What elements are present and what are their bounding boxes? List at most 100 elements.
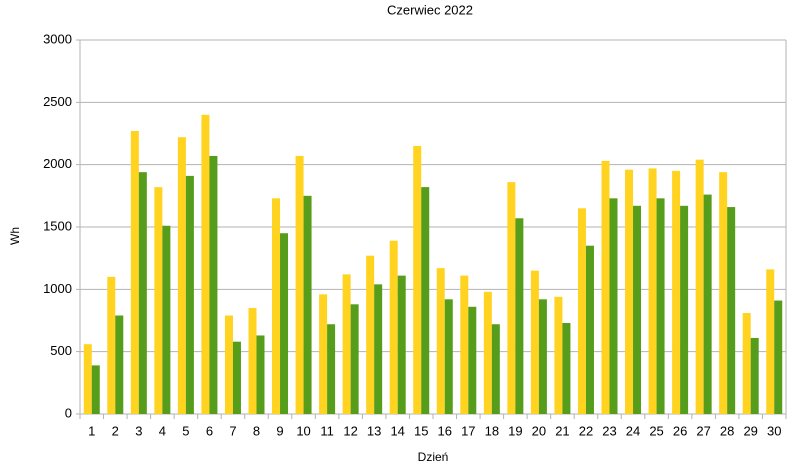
x-tick-label: 11 [320,423,334,438]
x-tick-label: 27 [696,423,710,438]
bar [750,337,759,414]
bar [389,240,398,414]
bar [209,155,218,414]
bar [491,324,500,414]
bar [185,175,194,414]
bar [460,275,469,414]
bar [413,145,422,414]
x-tick-label: 19 [508,423,522,438]
bar [562,322,571,414]
bar [397,275,406,414]
bar [421,187,430,414]
chart-title: Czerwiec 2022 [387,2,473,17]
y-tick-label: 3000 [43,31,72,46]
bar [719,172,728,414]
bar [648,168,657,414]
x-tick-label: 10 [296,423,310,438]
bar [295,155,304,414]
x-tick-label: 29 [743,423,757,438]
bar [83,344,92,414]
x-tick-label: 12 [343,423,357,438]
x-tick-label: 25 [649,423,663,438]
bar [107,276,116,414]
x-axis-label: Dzień [418,450,449,464]
bar [774,300,783,414]
bar [695,159,704,414]
bar [680,205,689,414]
x-tick-label: 3 [135,423,142,438]
bar [601,160,610,414]
bar [327,324,336,414]
y-tick-label: 2000 [43,156,72,171]
x-tick-label: 16 [438,423,452,438]
bar [374,284,383,414]
bar [703,194,712,414]
x-tick-label: 22 [579,423,593,438]
bar [672,170,681,414]
x-tick-label: 4 [159,423,166,438]
x-tick-label: 30 [767,423,781,438]
bar [154,187,163,414]
x-tick-label: 2 [112,423,119,438]
x-tick-label: 28 [720,423,734,438]
bar [633,205,642,414]
bar [319,294,328,414]
bar [468,306,477,414]
bar [177,137,186,415]
x-tick-label: 21 [555,423,569,438]
bar [538,299,547,414]
y-tick-label: 2500 [43,94,72,109]
bar [162,225,171,414]
bar [742,313,751,414]
bar [530,270,539,414]
bar [303,195,312,414]
x-tick-label: 13 [367,423,381,438]
bar [766,269,775,414]
bar [272,198,281,414]
bar [585,245,594,414]
x-tick-label: 6 [206,423,213,438]
y-tick-label: 500 [50,343,72,358]
x-tick-label: 24 [626,423,640,438]
x-tick-label: 8 [253,423,260,438]
bar [232,341,241,414]
bar [130,131,139,415]
bar [248,308,257,414]
y-axis-label: Wh [8,227,22,245]
x-tick-label: 18 [485,423,499,438]
x-tick-label: 20 [532,423,546,438]
bar [507,182,516,414]
bar [342,274,351,414]
bar [115,315,124,414]
bar [625,169,634,414]
y-tick-label: 0 [65,405,72,420]
y-tick-label: 1500 [43,218,72,233]
bar [138,172,147,414]
x-tick-label: 1 [88,423,95,438]
y-tick-label: 1000 [43,281,72,296]
bar [483,291,492,414]
x-tick-label: 7 [229,423,236,438]
bar [224,315,233,414]
bar [280,233,289,414]
x-tick-label: 5 [182,423,189,438]
x-tick-label: 17 [461,423,475,438]
bar [366,255,375,414]
bar [256,335,265,414]
bar [577,208,586,414]
bar [444,299,453,414]
x-tick-label: 26 [673,423,687,438]
x-tick-label: 23 [602,423,616,438]
bar [91,365,100,414]
bar [515,218,524,414]
x-tick-label: 14 [390,423,404,438]
bar [554,296,563,414]
x-tick-label: 9 [276,423,283,438]
bar [656,198,665,414]
bar [350,304,359,414]
bar [201,114,210,415]
bar [727,207,736,414]
bar [609,198,618,414]
bar [436,268,445,414]
